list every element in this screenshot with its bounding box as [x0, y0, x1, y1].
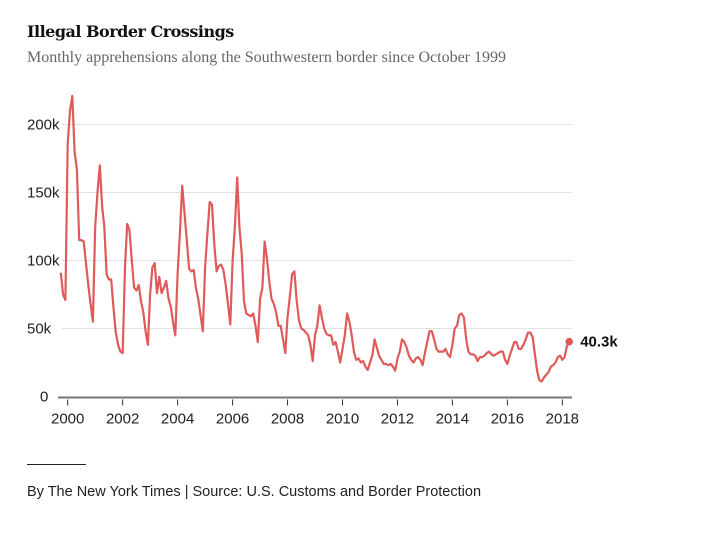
chart-title: Illegal Border Crossings — [27, 22, 234, 41]
y-tick-label: 200k — [27, 117, 60, 134]
chart-subtitle: Monthly apprehensions along the Southwes… — [27, 49, 507, 66]
footer-divider — [27, 464, 86, 465]
x-tick-label: 2008 — [271, 411, 304, 428]
x-tick-label: 2002 — [106, 411, 139, 428]
y-tick-label: 100k — [27, 253, 60, 270]
y-tick-label: 50k — [27, 321, 52, 338]
x-tick-label: 2012 — [381, 411, 414, 428]
end-point-marker — [565, 337, 574, 346]
series-line — [59, 94, 571, 383]
end-value-label: 40.3k — [580, 334, 618, 351]
x-tick-label: 2018 — [546, 411, 579, 428]
y-tick-label: 0 — [40, 389, 48, 406]
x-tick-label: 2014 — [436, 411, 469, 428]
x-tick-label: 2006 — [216, 411, 249, 428]
x-tick-label: 2010 — [326, 411, 359, 428]
x-tick-label: 2000 — [51, 411, 84, 428]
y-tick-label: 150k — [27, 185, 60, 202]
source-credit: By The New York Times | Source: U.S. Cus… — [27, 484, 482, 500]
x-tick-label: 2004 — [161, 411, 194, 428]
x-tick-label: 2016 — [491, 411, 524, 428]
